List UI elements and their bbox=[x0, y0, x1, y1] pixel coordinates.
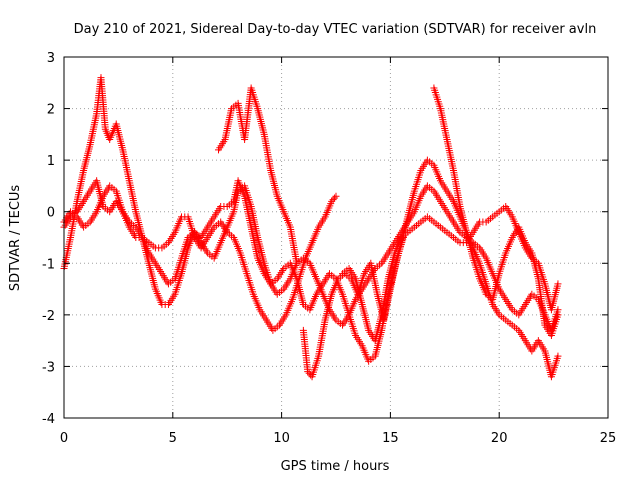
data-point-track-a bbox=[554, 352, 562, 360]
data-point-track-d bbox=[304, 368, 312, 376]
data-point-track-d bbox=[554, 311, 562, 319]
y-tick-label: -4 bbox=[42, 412, 55, 427]
data-point-track-d bbox=[399, 234, 407, 241]
y-tick-labels: -4 -3 -2 -1 0 1 2 3 bbox=[42, 51, 55, 427]
y-tick-label: -2 bbox=[42, 309, 55, 324]
data-point-track-c bbox=[328, 197, 336, 205]
data-point-track-c bbox=[332, 192, 340, 200]
x-tick-label: 20 bbox=[491, 431, 508, 446]
data-point-track-c bbox=[554, 280, 562, 288]
data-point-track-d bbox=[305, 369, 313, 377]
y-tick-label: -3 bbox=[42, 360, 55, 375]
x-tick-labels: 0 5 10 15 20 25 bbox=[60, 431, 616, 446]
y-tick-label: 2 bbox=[47, 103, 55, 118]
plot-frame bbox=[63, 56, 609, 419]
x-axis-label: GPS time / hours bbox=[281, 459, 390, 474]
data-point-track-d bbox=[293, 259, 301, 267]
y-axis-label: SDTVAR / TECUs bbox=[8, 185, 23, 292]
grid-lines bbox=[64, 57, 608, 418]
data-point-track-c bbox=[329, 196, 337, 204]
axis-ticks bbox=[63, 56, 609, 419]
x-tick-label: 15 bbox=[382, 431, 399, 446]
x-tick-label: 0 bbox=[60, 431, 68, 446]
y-tick-label: 3 bbox=[47, 51, 55, 66]
x-tick-label: 5 bbox=[169, 431, 177, 446]
y-tick-label: 0 bbox=[47, 206, 55, 221]
data-points bbox=[60, 74, 562, 381]
chart-title: Day 210 of 2021, Sidereal Day-to-day VTE… bbox=[74, 22, 597, 37]
y-tick-label: -1 bbox=[42, 257, 55, 272]
x-tick-label: 25 bbox=[600, 431, 617, 446]
y-tick-label: 1 bbox=[47, 154, 55, 169]
data-point-track-c bbox=[331, 194, 339, 202]
x-tick-label: 10 bbox=[273, 431, 290, 446]
